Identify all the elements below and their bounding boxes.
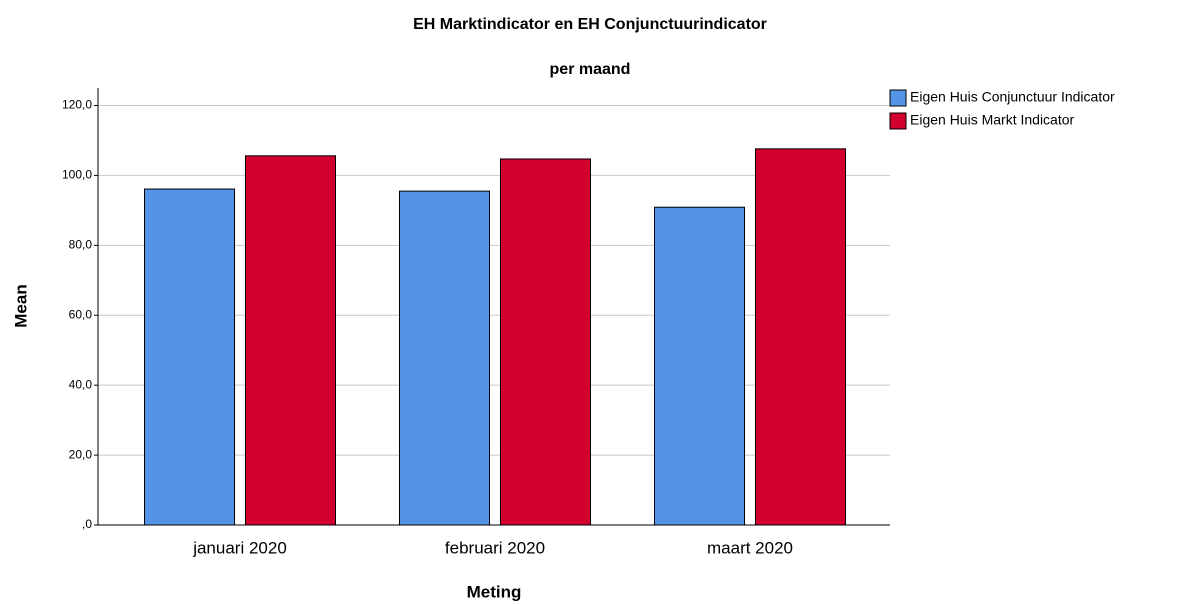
- legend-swatch: [889, 89, 907, 107]
- y-tick-label: ,0: [82, 517, 92, 531]
- legend-label: Eigen Huis Markt Indicator: [910, 112, 1075, 128]
- bar: [245, 155, 336, 526]
- y-tick-label: 20,0: [69, 447, 93, 461]
- bar: [399, 190, 490, 526]
- y-tick-label: 120,0: [62, 98, 92, 112]
- bar: [500, 158, 591, 526]
- x-tick-label: maart 2020: [707, 538, 793, 557]
- y-tick-label: 100,0: [62, 168, 92, 182]
- y-tick-label: 40,0: [69, 377, 93, 391]
- y-axis-label: Mean: [11, 284, 30, 327]
- x-tick-label: januari 2020: [192, 538, 287, 557]
- x-tick-label: februari 2020: [445, 538, 545, 557]
- chart-title: EH Marktindicator en EH Conjunctuurindic…: [413, 16, 767, 33]
- chart-subtitle: per maand: [550, 61, 631, 78]
- bar: [654, 206, 745, 526]
- legend-label: Eigen Huis Conjunctuur Indicator: [910, 89, 1115, 105]
- legend-swatch: [889, 112, 907, 130]
- y-tick-label: 60,0: [69, 307, 93, 321]
- y-tick-label: 80,0: [69, 237, 93, 251]
- bar: [755, 148, 846, 526]
- x-axis-label: Meting: [467, 582, 522, 601]
- bar: [144, 188, 235, 526]
